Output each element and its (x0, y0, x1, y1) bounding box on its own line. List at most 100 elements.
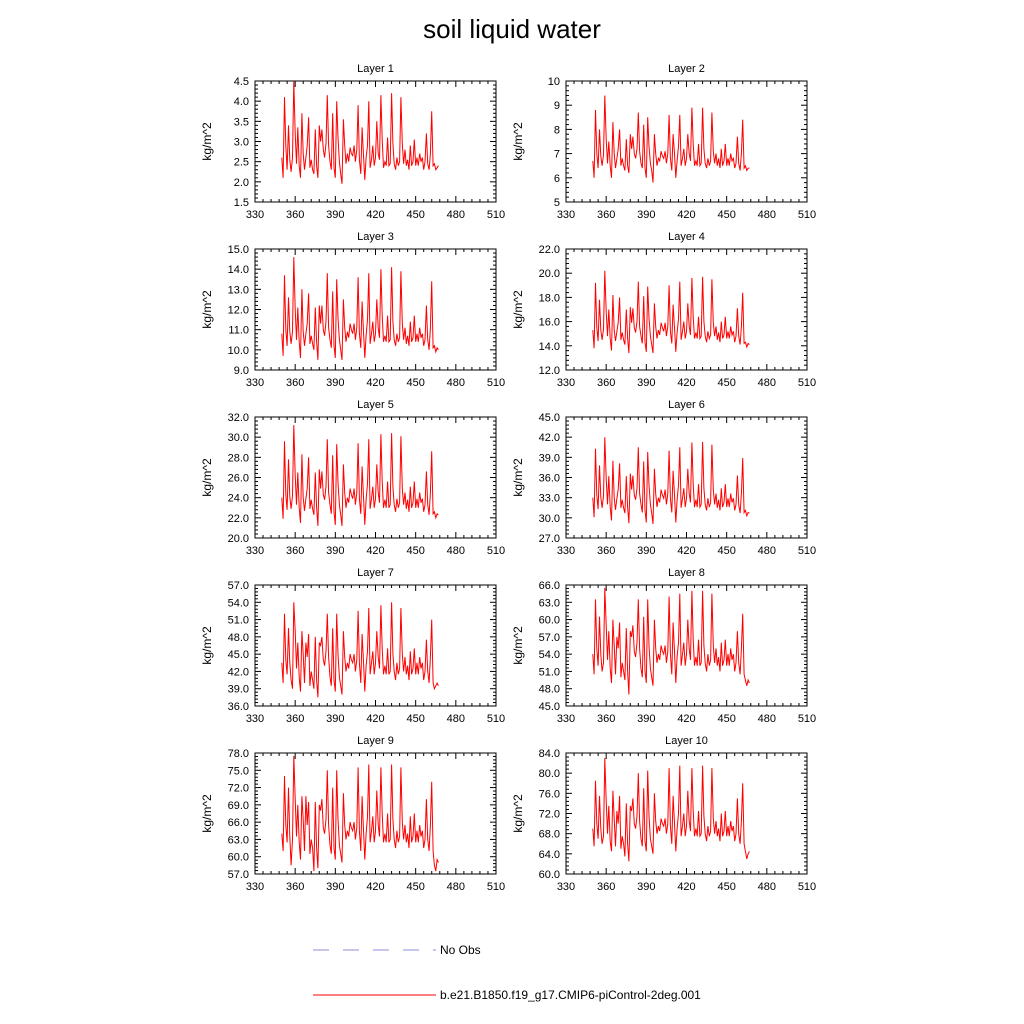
y-tick-label: 22.0 (539, 244, 560, 256)
x-tick-label: 510 (798, 209, 816, 221)
plot-frame (254, 248, 497, 371)
y-tick-label: 9 (554, 100, 560, 112)
x-tick-label: 330 (246, 545, 264, 557)
y-tick-label: 60.0 (539, 869, 560, 881)
y-tick-label: 12.0 (228, 305, 249, 317)
x-tick-label: 390 (326, 545, 344, 557)
plot-frame (254, 584, 497, 707)
x-tick-label: 420 (366, 713, 384, 725)
x-tick-label: 420 (677, 713, 695, 725)
x-tick-label: 360 (286, 377, 304, 389)
y-tick-label: 39.0 (539, 452, 560, 464)
y-tick-label: 4.5 (234, 76, 249, 88)
x-tick-label: 360 (597, 713, 615, 725)
x-tick-label: 360 (597, 377, 615, 389)
y-tick-label: 80.0 (539, 768, 560, 780)
x-tick-label: 480 (447, 713, 465, 725)
plot-frame (565, 80, 808, 203)
plot-frame (254, 416, 497, 539)
x-tick-label: 450 (406, 545, 424, 557)
x-tick-label: 510 (487, 713, 505, 725)
plot-frame (254, 80, 497, 203)
x-tick-label: 420 (366, 881, 384, 893)
x-tick-label: 420 (366, 209, 384, 221)
y-tick-label: 51.0 (539, 666, 560, 678)
y-axis-label: kg/m^2 (200, 458, 214, 497)
x-tick-label: 450 (406, 209, 424, 221)
x-tick-label: 480 (758, 713, 776, 725)
y-tick-label: 78.0 (228, 748, 249, 760)
x-tick-label: 330 (557, 209, 575, 221)
x-tick-label: 450 (406, 377, 424, 389)
x-tick-label: 330 (557, 713, 575, 725)
panel-layer-6: Layer 6 kg/m^2 330 360 390 420 450 480 510 27.0 30… (511, 399, 816, 557)
y-tick-label: 22.0 (228, 513, 249, 525)
y-tick-label: 33.0 (539, 493, 560, 505)
y-tick-label: 9.0 (234, 365, 249, 377)
panel-title: Layer 10 (665, 735, 708, 747)
x-tick-label: 330 (557, 377, 575, 389)
y-tick-label: 36.0 (539, 473, 560, 485)
x-tick-label: 420 (366, 545, 384, 557)
x-tick-label: 330 (246, 713, 264, 725)
y-tick-label: 75.0 (228, 765, 249, 777)
x-tick-label: 330 (557, 881, 575, 893)
x-tick-label: 390 (637, 545, 655, 557)
y-tick-label: 57.0 (228, 869, 249, 881)
y-tick-label: 16.0 (539, 317, 560, 329)
y-tick-label: 57.0 (539, 632, 560, 644)
x-tick-label: 450 (717, 713, 735, 725)
x-tick-label: 480 (758, 209, 776, 221)
y-tick-label: 2.0 (234, 177, 249, 189)
series-line (281, 602, 439, 698)
x-tick-label: 510 (487, 209, 505, 221)
x-tick-label: 450 (717, 881, 735, 893)
y-tick-label: 63.0 (539, 597, 560, 609)
x-tick-label: 360 (286, 713, 304, 725)
y-tick-label: 57.0 (228, 580, 249, 592)
y-tick-label: 30.0 (539, 513, 560, 525)
x-tick-label: 360 (286, 881, 304, 893)
x-tick-label: 480 (447, 881, 465, 893)
panel-layer-5: Layer 5 kg/m^2 330 360 390 420 450 480 510 20.0 22… (200, 399, 505, 557)
y-tick-label: 5 (554, 197, 560, 209)
x-tick-label: 390 (326, 713, 344, 725)
y-tick-label: 6 (554, 173, 560, 185)
x-tick-label: 330 (246, 209, 264, 221)
series-line (592, 95, 750, 183)
y-tick-label: 13.0 (228, 284, 249, 296)
series-line (281, 755, 439, 872)
x-tick-label: 360 (286, 209, 304, 221)
panel-title: Layer 8 (668, 567, 705, 579)
x-tick-label: 390 (637, 209, 655, 221)
x-tick-label: 390 (637, 713, 655, 725)
y-tick-label: 42.0 (539, 432, 560, 444)
x-tick-label: 510 (487, 881, 505, 893)
y-tick-label: 1.5 (234, 197, 249, 209)
x-tick-label: 360 (597, 545, 615, 557)
series-line (592, 437, 750, 524)
x-tick-label: 510 (798, 545, 816, 557)
x-tick-label: 360 (597, 881, 615, 893)
y-tick-label: 15.0 (228, 244, 249, 256)
x-tick-label: 450 (717, 545, 735, 557)
series-line (281, 257, 439, 360)
legend: No Obs b.e21.B1850.f19_g17.CMIP6-piContro… (313, 943, 701, 1002)
panel-title: Layer 9 (357, 735, 394, 747)
x-tick-label: 390 (326, 377, 344, 389)
y-tick-label: 11.0 (228, 325, 249, 337)
x-tick-label: 390 (637, 881, 655, 893)
x-tick-label: 450 (717, 209, 735, 221)
y-tick-label: 32.0 (228, 412, 249, 424)
y-tick-label: 54.0 (539, 649, 560, 661)
x-tick-label: 510 (798, 881, 816, 893)
y-axis-label: kg/m^2 (511, 458, 525, 497)
y-tick-label: 60.0 (228, 852, 249, 864)
x-tick-label: 360 (286, 545, 304, 557)
y-tick-label: 42.0 (228, 666, 249, 678)
x-tick-label: 420 (677, 209, 695, 221)
x-tick-label: 450 (717, 377, 735, 389)
y-tick-label: 10 (548, 76, 560, 88)
y-tick-label: 26.0 (228, 473, 249, 485)
